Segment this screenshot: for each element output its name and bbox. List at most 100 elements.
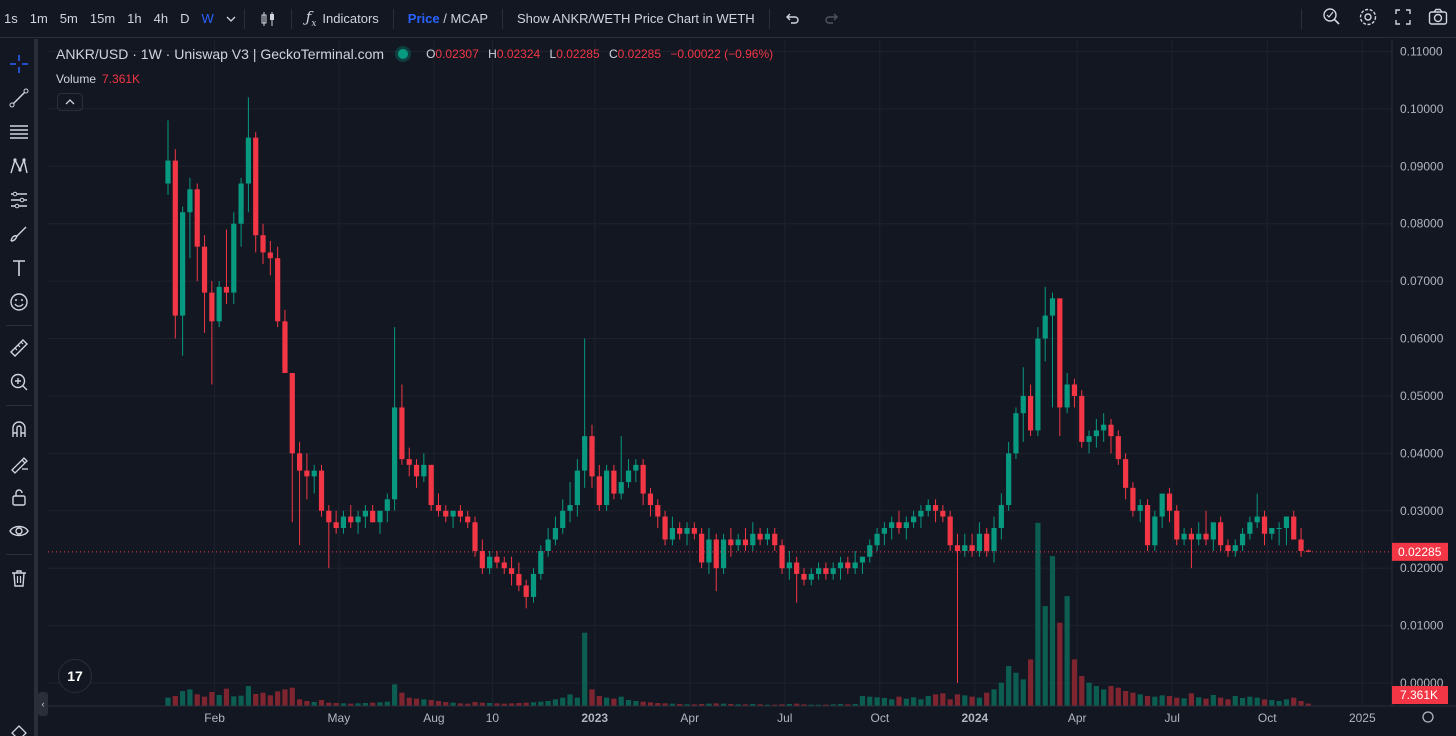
- undo-button[interactable]: [778, 11, 806, 27]
- high-key: H: [488, 47, 497, 61]
- candle-body: [815, 568, 822, 574]
- volume-bar: [1225, 699, 1231, 706]
- candle-body: [187, 189, 193, 213]
- volume-bar: [940, 693, 946, 706]
- crosshair-icon[interactable]: [7, 52, 31, 76]
- volume-bar: [443, 702, 449, 706]
- emoji-icon[interactable]: [7, 290, 31, 314]
- symbol-title[interactable]: ANKR/USD · 1W · Uniswap V3 | GeckoTermin…: [56, 46, 385, 62]
- volume-bar: [706, 703, 712, 706]
- fullscreen-icon[interactable]: [1394, 8, 1412, 31]
- candle-body: [735, 539, 741, 546]
- candle-body: [772, 533, 778, 546]
- volume-bar: [655, 703, 661, 706]
- prediction-icon[interactable]: [7, 188, 31, 212]
- candle-body: [399, 407, 405, 460]
- volume-bar: [764, 704, 771, 706]
- timeframe-5m[interactable]: 5m: [59, 10, 78, 26]
- axis-settings-icon[interactable]: [1422, 711, 1434, 723]
- volume-bar: [465, 703, 471, 706]
- volume-bar: [1071, 659, 1078, 706]
- lock-drawing-icon[interactable]: [7, 451, 31, 475]
- redo-button[interactable]: [818, 11, 846, 27]
- top-toolbar: 1s 1m 5m 15m 1h 4h D W ƒx Indicators Price / MC…: [0, 0, 1456, 38]
- collapse-legend-button[interactable]: [57, 93, 83, 111]
- diamond-icon[interactable]: [7, 721, 31, 736]
- candle-body: [1108, 424, 1114, 437]
- volume-bar: [1006, 666, 1012, 706]
- candle-body: [472, 522, 478, 551]
- volume-bar: [889, 699, 895, 706]
- undo-icon: [785, 13, 799, 24]
- volume-bar: [1108, 686, 1114, 706]
- fib-retracement-icon[interactable]: [7, 120, 31, 144]
- tradingview-logo[interactable]: 17: [58, 659, 92, 693]
- timeframe-d[interactable]: D: [180, 10, 190, 26]
- candle-body: [1261, 516, 1268, 534]
- timeframe-1h[interactable]: 1h: [127, 10, 142, 26]
- candle-body: [1006, 453, 1012, 506]
- pattern-icon[interactable]: [7, 154, 31, 178]
- volume-bar: [720, 703, 727, 706]
- price-axis: [1392, 39, 1456, 736]
- magnet-icon[interactable]: [7, 417, 31, 441]
- candle-body: [516, 573, 522, 586]
- toolbar-divider: [1301, 9, 1302, 29]
- timeframe-15m[interactable]: 15m: [89, 10, 116, 26]
- camera-icon[interactable]: [1428, 8, 1448, 31]
- candle-body: [326, 510, 332, 523]
- volume-bar: [903, 698, 909, 706]
- trend-line-icon[interactable]: [7, 86, 31, 110]
- collapse-toolbar-button[interactable]: ‹: [38, 692, 48, 716]
- volume-bar: [699, 704, 705, 706]
- y-tick-label: 0.07000: [1400, 274, 1444, 288]
- indicators-button[interactable]: ƒx Indicators: [300, 8, 385, 29]
- toolbar-right: [1293, 0, 1448, 38]
- volume-bar: [1305, 703, 1311, 706]
- volume-bar: [859, 696, 866, 706]
- zoom-in-icon[interactable]: [7, 370, 31, 394]
- price-mcap-toggle[interactable]: Price / MCAP: [402, 11, 494, 26]
- candles-type-button[interactable]: [253, 10, 283, 28]
- trash-icon[interactable]: [7, 566, 31, 590]
- candle-body: [253, 137, 259, 236]
- show-weth-button[interactable]: Show ANKR/WETH Price Chart in WETH: [517, 11, 755, 26]
- volume-bar: [508, 703, 515, 706]
- volume-bar: [852, 704, 858, 706]
- candle-body: [932, 505, 939, 511]
- mcap-toggle[interactable]: MCAP: [450, 11, 488, 26]
- candle-body: [881, 528, 887, 534]
- candle-body: [574, 470, 580, 506]
- volume-bar: [1181, 698, 1187, 706]
- candle-body: [582, 436, 588, 471]
- volume-bar: [311, 702, 317, 706]
- eye-icon[interactable]: [7, 519, 31, 543]
- candle-body: [560, 510, 566, 529]
- timeframe-w[interactable]: W: [201, 10, 214, 26]
- candle-body: [413, 464, 420, 477]
- text-tool-icon[interactable]: [7, 256, 31, 280]
- candle-body: [567, 505, 573, 511]
- volume-bar: [282, 689, 288, 706]
- timeframe-4h[interactable]: 4h: [153, 10, 169, 26]
- candle-body: [1152, 516, 1158, 546]
- candle-body: [669, 528, 675, 540]
- volume-bar: [1115, 687, 1121, 706]
- candle-body: [238, 183, 244, 224]
- ohlc-values: O0.02307 H0.02324 L0.02285 C0.02285 −0.0…: [426, 47, 779, 61]
- volume-bar: [355, 703, 361, 706]
- ruler-icon[interactable]: [7, 336, 31, 360]
- brush-icon[interactable]: [7, 222, 31, 246]
- lock-icon[interactable]: [7, 485, 31, 509]
- volume-bar: [1232, 696, 1238, 706]
- volume-bar: [1276, 701, 1282, 706]
- timeframe-1s[interactable]: 1s: [4, 10, 18, 26]
- timeframe-1m[interactable]: 1m: [29, 10, 48, 26]
- settings-gear-icon[interactable]: [1358, 7, 1378, 32]
- candle-body: [428, 464, 434, 506]
- candle-body: [1013, 413, 1019, 454]
- price-toggle[interactable]: Price: [407, 11, 440, 26]
- quick-search-icon[interactable]: [1322, 7, 1342, 32]
- chevron-down-icon[interactable]: [226, 16, 236, 22]
